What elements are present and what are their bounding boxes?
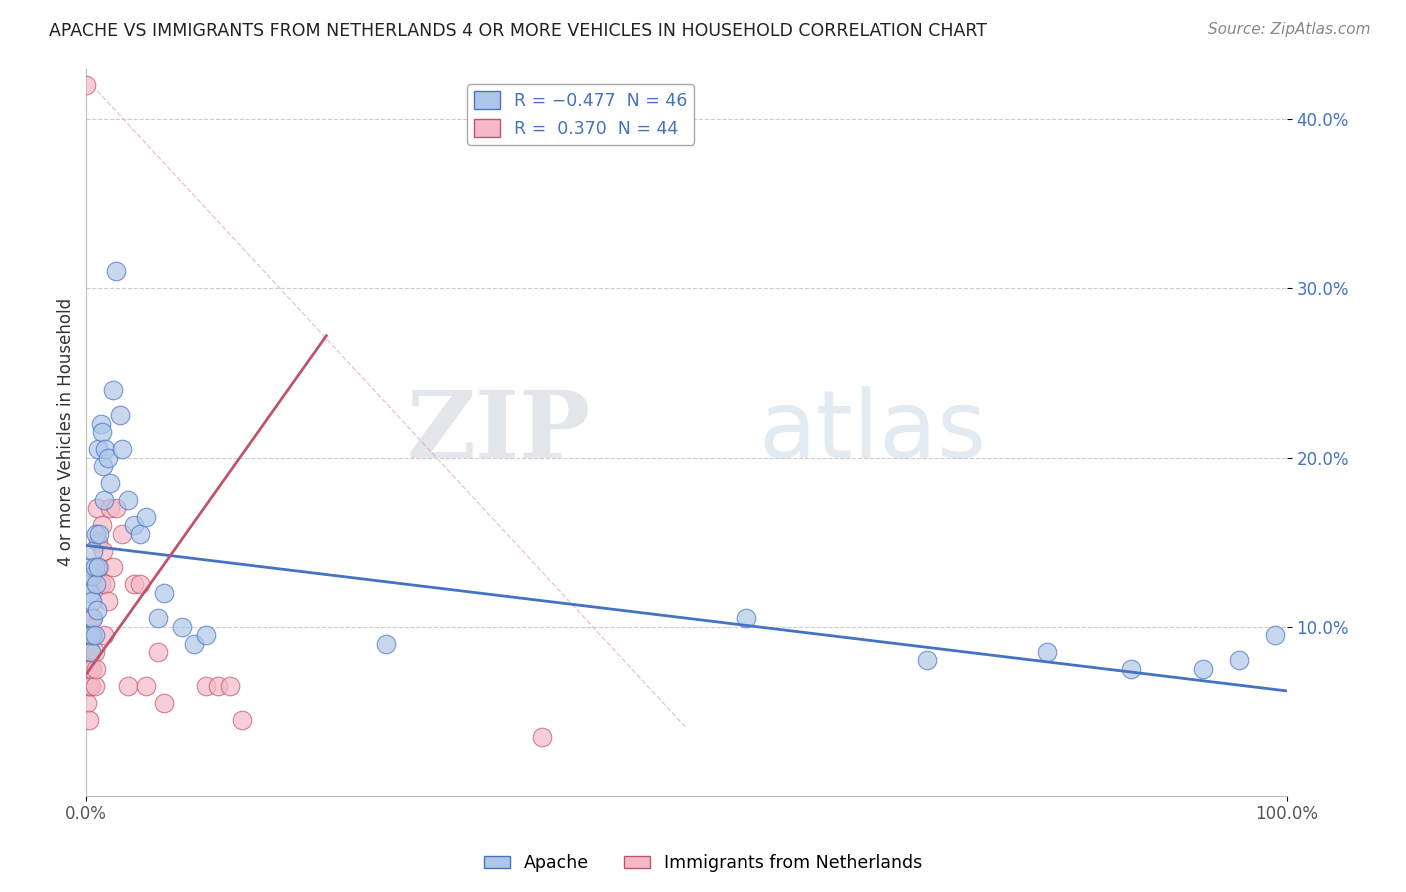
Point [76,696,98,710]
Point [93,492,115,507]
Text: ZIP: ZIP [406,387,591,477]
Point [1119,662,1142,676]
Point [79,586,101,600]
Y-axis label: 4 or more Vehicles in Household: 4 or more Vehicles in Household [58,298,75,566]
Point [93,628,115,642]
Point [1035,645,1057,659]
Point [79,628,101,642]
Point [84,662,107,676]
Point [82,611,104,625]
Point [1264,628,1286,642]
Point [101,560,124,574]
Point [105,264,128,278]
Legend: R = −0.477  N = 46, R =  0.370  N = 44: R = −0.477 N = 46, R = 0.370 N = 44 [467,85,695,145]
Point [172,620,194,634]
Point [108,409,131,423]
Point [80,645,103,659]
Point [87,442,110,456]
Point [79,577,101,591]
Point [124,518,146,533]
Point [82,543,104,558]
Point [1191,662,1213,676]
Point [80,560,103,574]
Point [89,526,111,541]
Point [91,543,114,558]
Point [101,383,124,397]
Point [83,560,105,574]
Point [124,577,146,591]
Point [76,679,98,693]
Point [117,679,139,693]
Point [87,535,110,549]
Point [94,442,117,456]
Point [207,679,229,693]
Point [90,425,112,439]
Text: atlas: atlas [758,386,987,478]
Point [111,526,134,541]
Point [153,696,176,710]
Point [79,628,101,642]
Point [75,653,97,667]
Point [77,645,100,659]
Point [375,636,398,650]
Point [82,569,104,583]
Point [84,526,107,541]
Point [76,620,98,634]
Point [87,560,110,574]
Point [183,636,205,650]
Point [82,628,104,642]
Point [97,594,120,608]
Point [83,679,105,693]
Point [90,518,112,533]
Point [94,577,117,591]
Point [148,611,170,625]
Point [82,611,104,625]
Point [148,645,170,659]
Text: Source: ZipAtlas.com: Source: ZipAtlas.com [1208,22,1371,37]
Point [915,653,938,667]
Point [105,501,128,516]
Point [111,442,134,456]
Point [531,730,554,744]
Legend: Apache, Immigrants from Netherlands: Apache, Immigrants from Netherlands [477,847,929,879]
Point [195,679,218,693]
Point [195,628,218,642]
Point [77,713,100,727]
Point [77,679,100,693]
Point [219,679,242,693]
Point [135,679,157,693]
Point [97,450,120,465]
Point [82,662,104,676]
Point [735,611,758,625]
Point [79,662,101,676]
Point [129,577,152,591]
Point [80,679,103,693]
Point [75,78,97,93]
Point [231,713,253,727]
Point [91,458,114,473]
Point [82,628,104,642]
Point [129,526,152,541]
Point [98,475,121,490]
Point [86,501,108,516]
Point [135,509,157,524]
Point [83,645,105,659]
Text: APACHE VS IMMIGRANTS FROM NETHERLANDS 4 OR MORE VEHICLES IN HOUSEHOLD CORRELATIO: APACHE VS IMMIGRANTS FROM NETHERLANDS 4 … [49,22,987,40]
Point [84,577,107,591]
Point [82,594,104,608]
Point [77,569,100,583]
Point [76,662,98,676]
Point [89,560,111,574]
Point [90,577,112,591]
Point [117,492,139,507]
Point [83,628,105,642]
Point [1227,653,1250,667]
Point [98,501,121,516]
Point [86,603,108,617]
Point [90,417,112,431]
Point [80,645,103,659]
Point [153,586,176,600]
